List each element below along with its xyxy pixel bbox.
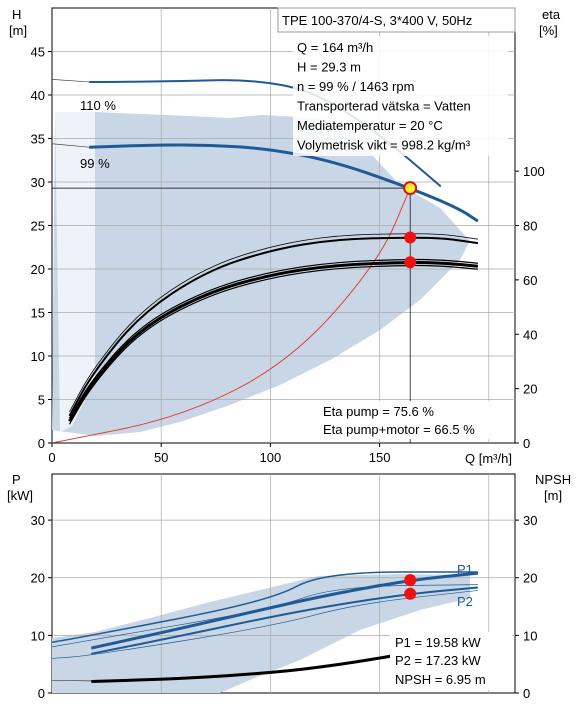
bottom-tick-labels: 0 10 20 30 0 10 20 30 <box>31 513 538 701</box>
info-line: n = 99 % / 1463 rpm <box>297 79 414 94</box>
p-tick-label: 30 <box>31 513 45 528</box>
curve-99-percent <box>89 143 479 223</box>
h-tick-label: 30 <box>31 175 45 190</box>
p-tick-label: 0 <box>38 686 45 701</box>
p-tick-label: 20 <box>31 571 45 586</box>
npsh-tick-label: 30 <box>523 513 537 528</box>
p1-curve <box>90 571 479 650</box>
bottom-right-axis-unit: [m] <box>544 488 562 503</box>
bottom-left-axis-unit: [kW] <box>7 488 33 503</box>
system-curve <box>52 187 411 443</box>
eta-tick-label: 60 <box>523 273 537 288</box>
eta-pump-motor-curve <box>68 264 478 425</box>
bottom-left-axis-label: P <box>12 472 21 487</box>
eta-pump-motor-curve <box>68 261 479 422</box>
right-axis-label: eta <box>542 7 561 22</box>
npsh-tick-label: 0 <box>523 686 530 701</box>
h-tick-label: 40 <box>31 88 45 103</box>
eta-tick-label: 100 <box>523 164 545 179</box>
eta-pump-motor-text: Eta pump+motor = 66.5 % <box>323 422 475 437</box>
eta-pump-motor-curve <box>68 258 478 419</box>
duty-point <box>403 181 418 196</box>
power-info-backdrop <box>390 632 512 690</box>
bottom-operating-range <box>52 574 470 693</box>
eta-pump-motor-point <box>404 256 417 269</box>
p2-info: P2 = 17.23 kW <box>395 653 481 668</box>
series-label-p1: P1 <box>457 562 473 577</box>
curve-label-99: 99 % <box>80 156 110 171</box>
h-tick-label: 15 <box>31 306 45 321</box>
eta-info-backdrop <box>320 401 508 439</box>
bottom-right-axis-label: NPSH <box>535 472 571 487</box>
eta-pump-curve <box>68 236 479 417</box>
curve-110-lead <box>52 78 90 83</box>
power-npsh-chart: 0 10 20 30 0 10 20 30 P [kW] NPSH [m] P1 P2 P1 … <box>7 472 571 701</box>
top-operating-range <box>52 112 470 436</box>
right-axis-unit: [%] <box>539 23 558 38</box>
duty-point-info: Q = 164 m³/h H = 29.3 m n = 99 % / 1463 rp… <box>293 36 508 156</box>
left-axis-label: H <box>12 7 21 22</box>
npsh-curve <box>91 651 411 683</box>
q-tick-label: 100 <box>260 450 282 465</box>
series-label-p2: P2 <box>457 594 473 609</box>
left-axis-unit: [m] <box>9 23 27 38</box>
q-tick-label: 50 <box>154 450 168 465</box>
chart-title: TPE 100-370/4-S, 3*400 V, 50Hz <box>282 13 472 28</box>
h-tick-label: 20 <box>31 262 45 277</box>
h-tick-label: 5 <box>38 393 45 408</box>
top-tick-labels: 0 5 10 15 20 25 30 35 40 45 0 20 40 60 80 100 0 50 100 150 <box>31 45 545 466</box>
p-lower-curve <box>52 590 478 659</box>
curve-99-lead <box>52 143 90 148</box>
p1-info: P1 = 19.58 kW <box>395 635 481 650</box>
info-line: Volymetrisk vikt = 998.2 kg/m³ <box>297 138 471 153</box>
p2-curve <box>91 586 478 655</box>
x-axis-label: Q [m³/h] <box>465 451 512 466</box>
npsh-info: NPSH = 6.95 m <box>395 672 486 687</box>
q-tick-label: 150 <box>369 450 391 465</box>
q-tick-label: 0 <box>48 450 55 465</box>
h-tick-label: 0 <box>38 436 45 451</box>
p-tick-label: 10 <box>31 628 45 643</box>
h-tick-label: 35 <box>31 132 45 147</box>
p2-point <box>404 587 417 600</box>
npsh-tick-label: 10 <box>523 628 537 643</box>
eta-tick-label: 0 <box>523 436 530 451</box>
info-line: Q = 164 m³/h <box>297 40 373 55</box>
top-range-lighter <box>55 112 95 432</box>
info-line: H = 29.3 m <box>297 60 361 75</box>
p1-point <box>404 574 417 587</box>
curve-label-110: 110 % <box>80 98 116 113</box>
npsh-lead <box>52 679 92 682</box>
eta-pump-text: Eta pump = 75.6 % <box>323 404 434 419</box>
eta-tick-label: 20 <box>523 382 537 397</box>
eta-tick-label: 80 <box>523 219 537 234</box>
h-tick-label: 45 <box>31 45 45 60</box>
p1-max-curve <box>52 571 478 644</box>
eta-tick-label: 40 <box>523 327 537 342</box>
info-backdrop <box>293 36 508 156</box>
p2-max-curve <box>52 584 478 648</box>
info-line: Transporterad vätska = Vatten <box>297 99 471 114</box>
h-tick-label: 25 <box>31 219 45 234</box>
h-tick-label: 10 <box>31 349 45 364</box>
bottom-series <box>52 571 479 683</box>
info-line: Mediatemperatur = 20 °C <box>297 118 443 133</box>
eta-pump-point <box>404 231 417 244</box>
title-box <box>277 7 516 33</box>
eta-pump-curve <box>69 233 478 413</box>
npsh-tick-label: 20 <box>523 571 537 586</box>
